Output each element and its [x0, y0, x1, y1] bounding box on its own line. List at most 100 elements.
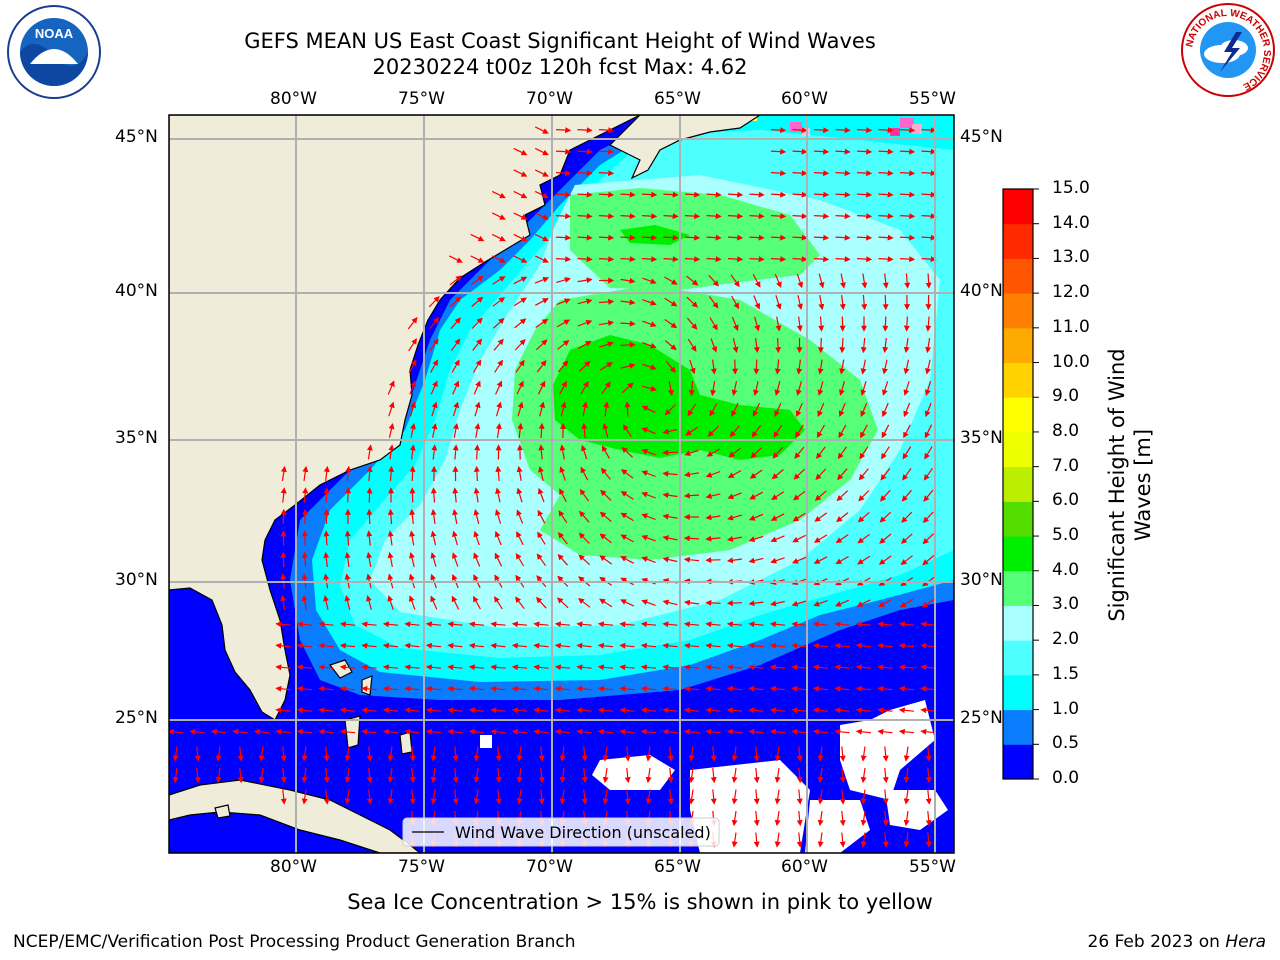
wave-direction-arrow: [812, 642, 829, 649]
wave-direction-arrow: [920, 642, 936, 649]
wave-direction-arrow: [904, 273, 911, 289]
wave-direction-arrow: [925, 273, 932, 289]
wave-direction-arrow: [599, 533, 612, 544]
wave-direction-arrow: [555, 213, 572, 220]
footer-credit: NCEP/EMC/Verification Post Processing Pr…: [13, 932, 576, 952]
wave-direction-arrow: [878, 555, 892, 565]
wave-direction-arrow: [495, 746, 502, 762]
wave-direction-arrow: [578, 597, 591, 608]
wave-direction-arrow: [878, 170, 894, 177]
lon-label-top: 65°W: [654, 89, 701, 109]
wave-direction-arrow: [366, 746, 373, 762]
wave-direction-arrow: [817, 359, 824, 375]
wave-direction-arrow: [642, 385, 657, 392]
wave-direction-arrow: [597, 664, 614, 671]
wave-direction-arrow: [516, 487, 523, 503]
wave-direction-arrow: [816, 446, 826, 460]
wave-direction-arrow: [555, 148, 572, 155]
wave-direction-arrow: [688, 380, 695, 397]
wave-direction-arrow: [796, 359, 803, 375]
wave-direction-arrow: [683, 535, 700, 542]
wave-direction-arrow: [688, 789, 695, 805]
wave-direction-arrow: [855, 728, 872, 735]
wave-direction-arrow: [641, 534, 656, 542]
wave-direction-arrow: [664, 297, 678, 307]
wave-direction-arrow: [754, 316, 760, 332]
lat-label-left: 25°N: [115, 708, 158, 728]
wave-direction-arrow: [430, 552, 437, 567]
wave-direction-arrow: [683, 664, 700, 671]
wave-direction-arrow: [878, 148, 894, 155]
wave-direction-arrow: [710, 359, 717, 375]
wave-direction-arrow: [598, 170, 615, 177]
wave-direction-arrow: [817, 789, 824, 805]
wave-direction-arrow: [667, 380, 674, 397]
wave-direction-arrow: [641, 234, 658, 241]
wave-direction-arrow: [556, 319, 571, 328]
wave-direction-arrow: [689, 359, 696, 375]
wave-direction-arrow: [237, 767, 244, 784]
wave-direction-arrow: [557, 339, 570, 350]
wave-direction-arrow: [774, 811, 781, 827]
wave-direction-arrow: [622, 424, 632, 438]
wave-direction-arrow: [301, 594, 308, 611]
wave-direction-arrow: [533, 664, 549, 671]
wave-direction-arrow: [495, 401, 503, 417]
wave-direction-arrow: [495, 767, 502, 784]
wave-direction-arrow: [534, 255, 549, 263]
colorbar-swatch: [1003, 223, 1033, 259]
colorbar-tick-label: 5.0: [1052, 525, 1080, 546]
wave-direction-arrow: [835, 127, 851, 134]
wave-direction-arrow: [665, 360, 676, 373]
wave-direction-arrow: [447, 664, 463, 671]
wave-direction-arrow: [579, 488, 590, 502]
wave-direction-arrow: [710, 338, 718, 353]
wave-direction-arrow: [641, 448, 656, 456]
wave-direction-arrow: [705, 599, 721, 606]
wave-direction-arrow: [835, 213, 851, 220]
wave-direction-arrow: [620, 469, 634, 479]
wave-direction-arrow: [318, 685, 334, 692]
wave-direction-arrow: [923, 467, 933, 481]
wave-direction-arrow: [753, 810, 760, 827]
wave-direction-arrow: [280, 594, 287, 610]
wave-direction-arrow: [344, 768, 351, 784]
wave-direction-arrow: [924, 424, 933, 439]
wave-direction-arrow: [796, 789, 803, 805]
wave-direction-arrow: [620, 277, 636, 284]
wave-direction-arrow: [683, 556, 700, 563]
wave-direction-arrow: [318, 707, 334, 714]
wave-direction-arrow: [494, 509, 502, 524]
wave-direction-arrow: [431, 444, 438, 460]
wave-direction-arrow: [796, 316, 803, 332]
wave-direction-arrow: [602, 768, 609, 784]
wave-direction-arrow: [452, 487, 459, 503]
wave-direction-arrow: [856, 191, 873, 198]
wave-direction-arrow: [662, 685, 678, 692]
wave-direction-arrow: [925, 810, 932, 827]
wave-direction-arrow: [860, 337, 867, 354]
map-legend: Wind Wave Direction (unscaled): [402, 817, 720, 847]
lon-label-bottom: 65°W: [654, 857, 701, 877]
wave-direction-arrow: [409, 552, 415, 567]
wave-direction-arrow: [797, 295, 803, 310]
wave-direction-arrow: [408, 359, 417, 373]
wave-direction-arrow: [749, 191, 765, 198]
wave-direction-arrow: [470, 233, 485, 242]
wave-direction-arrow: [580, 466, 589, 481]
wave-direction-arrow: [172, 768, 179, 784]
wave-direction-arrow: [339, 728, 356, 735]
wave-direction-arrow: [705, 664, 721, 671]
wave-direction-arrow: [449, 275, 462, 286]
colorbar-swatch: [1003, 397, 1033, 433]
wave-direction-arrow: [449, 296, 462, 308]
wave-direction-arrow: [727, 514, 742, 521]
wave-direction-arrow: [640, 728, 657, 735]
wave-direction-arrow: [404, 621, 420, 628]
wave-direction-arrow: [642, 342, 657, 349]
wave-direction-arrow: [578, 532, 590, 544]
wave-direction-arrow: [538, 789, 545, 805]
wave-direction-arrow: [773, 424, 783, 438]
wave-direction-arrow: [882, 338, 889, 354]
wave-direction-arrow: [452, 380, 460, 395]
